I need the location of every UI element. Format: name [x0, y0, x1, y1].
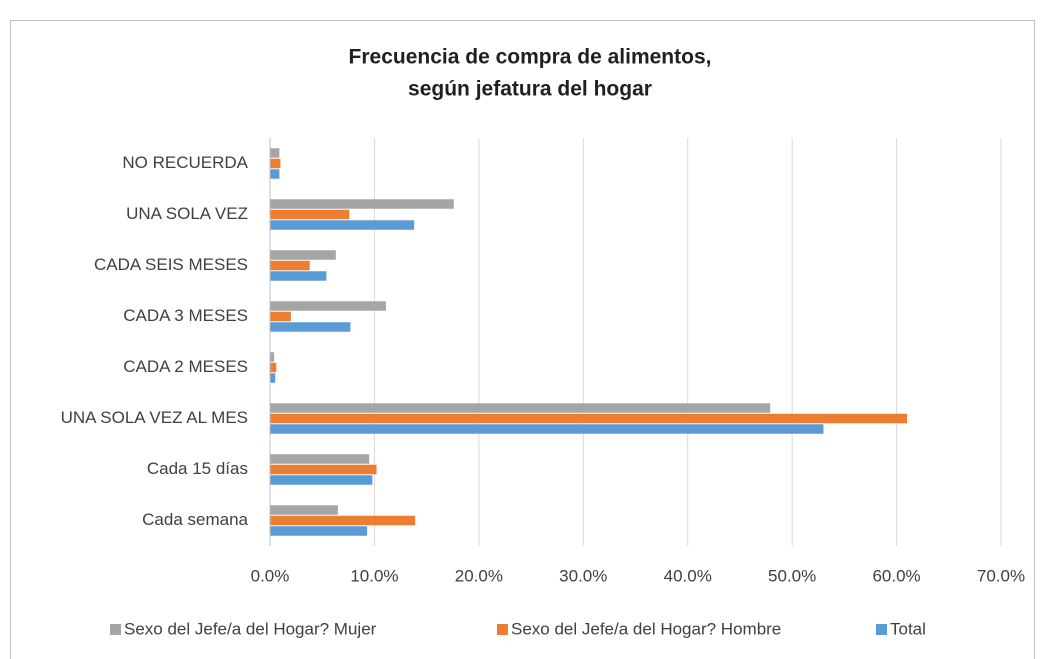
legend-swatch: [876, 624, 887, 635]
x-tick-label: 30.0%: [559, 566, 607, 585]
legend-swatch: [497, 624, 508, 635]
bar: [270, 148, 280, 158]
bar: [270, 311, 291, 322]
bar: [270, 515, 416, 526]
bar: [270, 373, 276, 383]
y-tick-label: CADA SEIS MESES: [94, 255, 248, 274]
bar: [270, 362, 277, 373]
bar: [270, 454, 370, 464]
bar: [270, 475, 373, 485]
bar: [270, 505, 338, 515]
chart-title: según jefatura del hogar: [408, 78, 652, 101]
chart-title: Frecuencia de compra de alimentos,: [349, 46, 712, 69]
bar: [270, 424, 824, 434]
x-tick-label: 40.0%: [664, 566, 712, 585]
x-tick-label: 60.0%: [872, 566, 920, 585]
bar: [270, 464, 377, 475]
legend-label: Total: [890, 619, 926, 638]
y-tick-label: CADA 2 MESES: [123, 357, 248, 376]
legend-swatch: [110, 624, 121, 635]
legend-label: Sexo del Jefe/a del Hogar? Mujer: [124, 619, 377, 638]
bar: [270, 301, 386, 311]
bar: [270, 352, 275, 362]
chart-frame: [10, 20, 1035, 659]
bar: [270, 322, 351, 332]
y-tick-label: UNA SOLA VEZ: [126, 204, 248, 223]
bar: [270, 526, 368, 536]
x-tick-label: 0.0%: [251, 566, 290, 585]
bar: [270, 158, 281, 169]
bar: [270, 271, 327, 281]
x-tick-label: 20.0%: [455, 566, 503, 585]
bar: [270, 413, 908, 424]
y-tick-label: CADA 3 MESES: [123, 306, 248, 325]
bar: [270, 260, 310, 271]
bar: [270, 220, 415, 230]
y-tick-label: NO RECUERDA: [122, 153, 248, 172]
legend-label: Sexo del Jefe/a del Hogar? Hombre: [511, 619, 781, 638]
bar: [270, 209, 350, 220]
bar: [270, 403, 771, 413]
x-tick-label: 10.0%: [350, 566, 398, 585]
y-tick-label: Cada 15 días: [147, 459, 248, 478]
y-tick-label: UNA SOLA VEZ AL MES: [61, 408, 248, 427]
bar: [270, 169, 280, 179]
y-tick-label: Cada semana: [142, 510, 248, 529]
bar: [270, 250, 336, 260]
x-tick-label: 70.0%: [977, 566, 1025, 585]
bar: [270, 199, 454, 209]
x-tick-label: 50.0%: [768, 566, 816, 585]
